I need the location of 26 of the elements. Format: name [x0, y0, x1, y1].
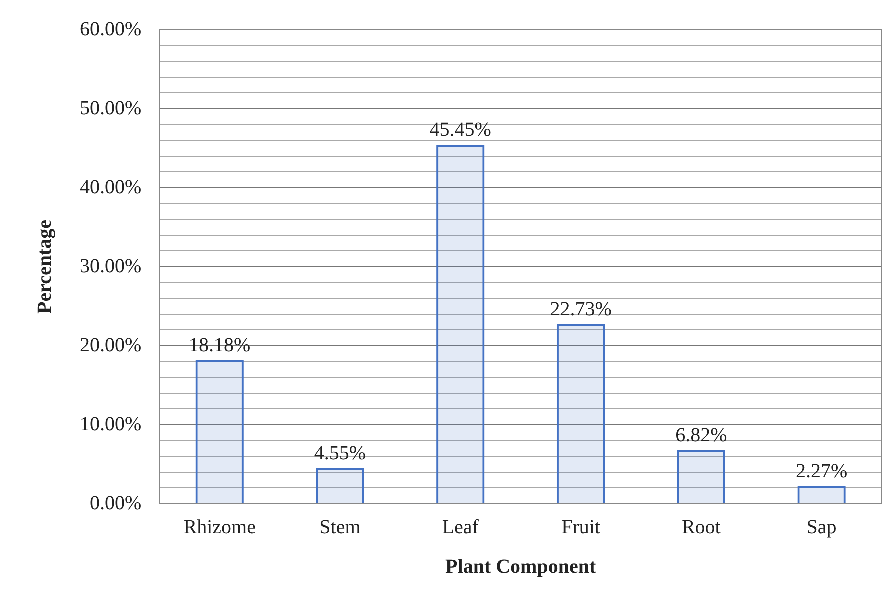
y-tick-label: 30.00%	[80, 255, 142, 278]
y-tick-label: 10.00%	[80, 413, 142, 436]
y-tick-label: 60.00%	[80, 18, 142, 40]
x-axis-title: Plant Component	[446, 556, 596, 578]
bar	[556, 324, 606, 504]
x-tick-label: Rhizome	[184, 516, 256, 538]
bar	[677, 450, 726, 504]
x-tick-label: Sap	[806, 516, 837, 538]
x-tick-label: Fruit	[562, 516, 601, 538]
x-tick-label: Root	[682, 516, 722, 538]
y-tick-label: 40.00%	[80, 176, 142, 198]
data-label: 45.45%	[430, 119, 492, 142]
y-tick-label: 0.00%	[90, 492, 142, 514]
data-label: 4.55%	[314, 442, 366, 464]
data-label: 22.73%	[550, 298, 612, 321]
x-tick-label: Stem	[320, 516, 362, 538]
y-tick-label: 20.00%	[80, 334, 142, 356]
x-tick-label: Leaf	[442, 516, 480, 538]
data-label: 2.27%	[796, 460, 848, 482]
y-axis-title: Percentage	[34, 220, 56, 314]
bar	[436, 144, 485, 504]
data-label: 6.82%	[676, 424, 728, 446]
bar	[316, 468, 364, 504]
y-tick-label: 50.00%	[80, 97, 142, 120]
bar	[798, 486, 846, 504]
bar	[196, 360, 244, 504]
